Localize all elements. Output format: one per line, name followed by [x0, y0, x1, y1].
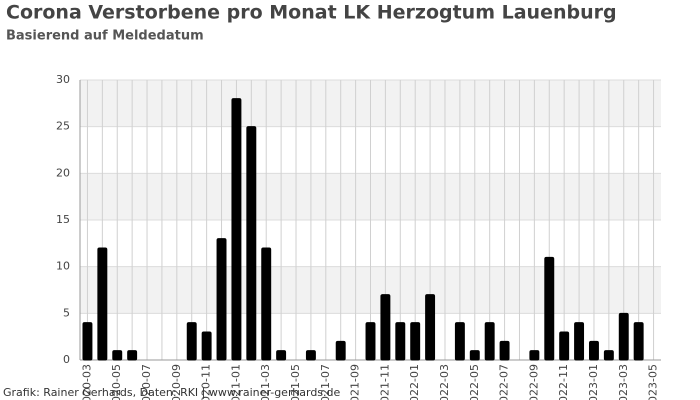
- bar: [603, 350, 614, 361]
- x-tick-label: 2021-05: [289, 364, 302, 400]
- y-tick-label: 10: [56, 260, 70, 273]
- chart-subtitle: Basierend auf Meldedatum: [6, 29, 204, 44]
- bar: [395, 322, 406, 361]
- x-tick-label: 2022-03: [438, 364, 451, 400]
- bar: [186, 322, 197, 361]
- x-tick-label: 2021-01: [229, 364, 242, 400]
- bar: [127, 350, 138, 361]
- x-tick-label: 2023-03: [617, 364, 630, 400]
- bar: [559, 331, 570, 361]
- x-tick-label: 2022-11: [557, 364, 570, 400]
- x-tick-label: 2023-05: [647, 364, 660, 400]
- bar: [246, 126, 257, 361]
- bar: [380, 294, 391, 361]
- y-tick-label: 15: [56, 213, 70, 226]
- bar: [335, 340, 346, 361]
- x-tick-label: 2022-09: [527, 364, 540, 400]
- source-note: Grafik: Rainer Gerhards, Daten: RKI | ww…: [3, 386, 341, 399]
- chart-title: Corona Verstorbene pro Monat LK Herzogtu…: [6, 2, 617, 24]
- bar: [112, 350, 123, 361]
- bar: [410, 322, 421, 361]
- bar: [82, 322, 93, 361]
- x-tick-label: 2023-01: [587, 364, 600, 400]
- bar: [633, 322, 644, 361]
- y-tick-label: 5: [63, 306, 70, 319]
- x-tick-label: 2021-03: [259, 364, 272, 400]
- bar: [365, 322, 376, 361]
- y-tick-label: 20: [56, 166, 70, 179]
- bar: [469, 350, 480, 361]
- x-tick-label: 2020-07: [140, 364, 153, 400]
- bar: [216, 238, 227, 361]
- x-tick-label: 2021-11: [378, 364, 391, 400]
- plot: 0 5 10 15 20 25 30 2020-03 2020-05 2020-07 2020-09…: [56, 73, 661, 400]
- bar: [425, 294, 436, 361]
- bar: [201, 331, 212, 361]
- bar: [618, 312, 629, 361]
- x-tick-label: 2021-07: [319, 364, 332, 400]
- bar: [454, 322, 465, 361]
- bar: [544, 256, 555, 361]
- x-tick-label: 2020-09: [170, 364, 183, 400]
- bar: [231, 98, 242, 361]
- bar: [529, 350, 540, 361]
- x-tick-label: 2020-05: [110, 364, 123, 400]
- bar: [499, 340, 510, 361]
- y-tick-label: 30: [56, 73, 70, 86]
- bar: [97, 247, 108, 361]
- y-tick-label: 0: [63, 353, 70, 366]
- bar: [261, 247, 272, 361]
- bar: [484, 322, 495, 361]
- bar: [574, 322, 585, 361]
- x-tick-label: 2022-01: [408, 364, 421, 400]
- x-tick-label: 2021-09: [349, 364, 362, 400]
- bar: [588, 340, 599, 361]
- bar: [276, 350, 287, 361]
- x-tick-label: 2022-05: [468, 364, 481, 400]
- y-tick-label: 25: [56, 120, 70, 133]
- x-tick-label: 2022-07: [498, 364, 511, 400]
- bar: [305, 350, 316, 361]
- x-tick-label: 2020-03: [80, 364, 93, 400]
- x-tick-label: 2020-11: [200, 364, 213, 400]
